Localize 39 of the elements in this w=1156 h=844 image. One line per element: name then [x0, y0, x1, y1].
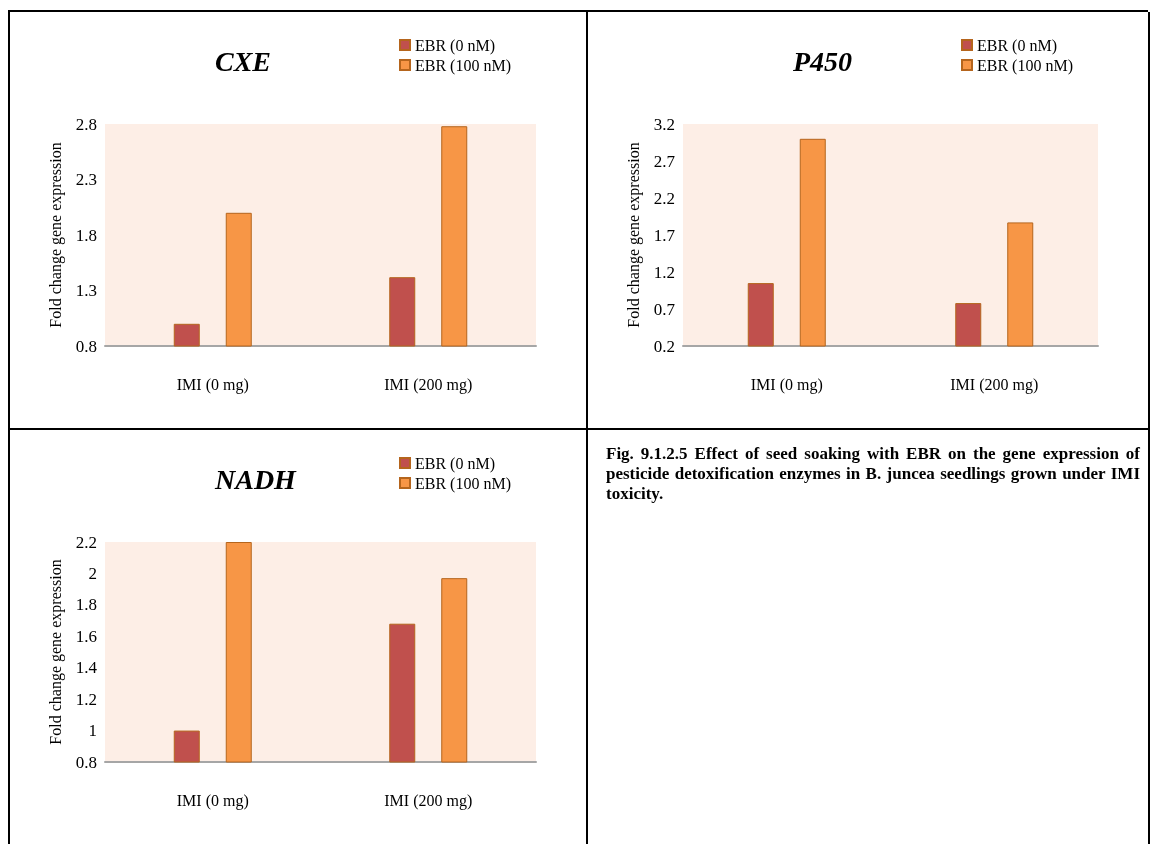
legend-label: EBR (0 nM)	[977, 36, 1057, 55]
x-tick-label: IMI (200 mg)	[950, 375, 1039, 394]
y-tick-label: 1.6	[75, 626, 97, 646]
chart-title: CXE	[215, 45, 272, 77]
y-tick-label: 1	[88, 721, 97, 741]
legend-label: EBR (100 nM)	[977, 56, 1073, 75]
y-tick-label: 1.8	[75, 595, 97, 615]
y-axis-title: Fold change gene expression	[46, 142, 65, 328]
y-tick-label: 1.2	[653, 262, 675, 282]
y-axis-title: Fold change gene expression	[624, 142, 643, 328]
caption: Fig. 9.1.2.5 Effect of seed soaking with EBR on the gene expression of pesticide detoxification enzymes in B. juncea seedlings grown under IMI toxicity.	[605, 443, 1141, 504]
y-tick-label: 1.3	[75, 281, 97, 300]
chart-title: NADH	[214, 463, 298, 495]
x-tick-label: IMI (0 mg)	[176, 375, 249, 394]
y-tick-label: 2	[88, 563, 97, 583]
y-tick-label: 2.7	[653, 151, 676, 171]
x-tick-label: IMI (200 mg)	[384, 791, 473, 810]
legend-label: EBR (0 nM)	[415, 36, 495, 55]
x-tick-label: IMI (0 mg)	[750, 375, 823, 394]
y-tick-label: 1.2	[75, 689, 97, 709]
y-tick-label: 0.7	[653, 299, 676, 319]
y-tick-label: 0.2	[653, 336, 675, 356]
chart-title: P450	[792, 45, 853, 77]
x-tick-label: IMI (0 mg)	[176, 791, 249, 810]
y-tick-label: 3.2	[653, 114, 675, 134]
y-tick-label: 0.8	[75, 336, 97, 356]
legend-label: EBR (0 nM)	[415, 454, 495, 473]
y-tick-label: 2.3	[75, 170, 97, 189]
y-tick-label: 2.8	[75, 114, 97, 134]
y-tick-label: 1.4	[75, 658, 98, 678]
x-tick-label: IMI (200 mg)	[384, 375, 473, 394]
y-tick-label: 2.2	[653, 188, 675, 208]
y-tick-label: 1.8	[75, 225, 97, 245]
y-tick-label: 2.2	[75, 532, 97, 552]
y-axis-title: Fold change gene expression	[46, 559, 65, 745]
legend-label: EBR (100 nM)	[415, 56, 511, 75]
legend-label: EBR (100 nM)	[415, 474, 511, 493]
y-tick-label: 1.7	[653, 225, 676, 245]
y-tick-label: 0.8	[75, 752, 97, 772]
